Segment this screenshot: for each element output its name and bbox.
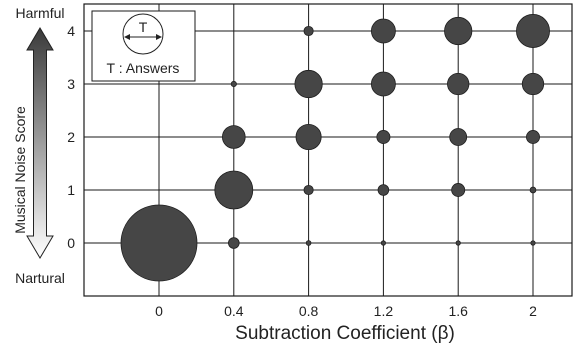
x-tick-labels: 0 0.4 0.8 1.2 1.6 2: [155, 303, 537, 319]
bubble-point: [370, 71, 396, 97]
legend-symbol-text: T: [139, 19, 148, 35]
bubble-point: [530, 240, 536, 246]
legend-arrowhead-right-icon: [156, 34, 162, 40]
bubble-point: [295, 124, 322, 151]
x-tick-label: 0.8: [299, 303, 319, 319]
bubble-point: [222, 125, 246, 149]
x-tick-label: 0.4: [224, 303, 244, 319]
y-scale-arrow-icon: [26, 27, 54, 259]
y-tick-label: 4: [67, 23, 75, 39]
bubble-point: [294, 69, 323, 99]
bubble-point: [380, 240, 386, 246]
bubble-point: [521, 72, 545, 96]
bubble-point: [120, 204, 198, 282]
y-tick-label: 2: [67, 129, 75, 145]
bubble-point: [516, 14, 550, 48]
bubble-point: [455, 240, 461, 246]
bubble-point: [529, 186, 537, 194]
bubble-point: [376, 130, 391, 144]
x-tick-label: 1.6: [448, 303, 468, 319]
bubble-point: [214, 170, 254, 210]
bubble-point: [370, 18, 396, 44]
bubble-point: [451, 183, 466, 197]
bubble-point: [447, 72, 470, 96]
legend-circle-icon: [122, 13, 164, 55]
legend-label: T : Answers: [107, 60, 180, 76]
bubble-series: [120, 14, 550, 282]
x-tick-label: 1.2: [374, 303, 394, 319]
y-bottom-label: Nartural: [15, 270, 65, 286]
bubble-point: [228, 237, 240, 249]
x-tick-label: 2: [529, 303, 537, 319]
bubble-point: [303, 184, 314, 196]
bubble-point: [305, 240, 312, 246]
bubble-point: [444, 16, 473, 46]
bubble-point: [377, 184, 390, 196]
bubble-point: [230, 80, 237, 88]
x-axis-title: Subtraction Coefficient (β): [235, 323, 455, 344]
x-tick-label: 0: [155, 303, 163, 319]
bubble-point: [526, 130, 540, 144]
y-tick-label: 0: [67, 235, 75, 251]
y-tick-label: 3: [67, 76, 75, 92]
legend: T T : Answers: [91, 10, 196, 82]
y-tick-label: 1: [67, 182, 75, 198]
y-axis-title: Musical Noise Score: [12, 106, 28, 234]
y-top-label: Harmful: [15, 5, 64, 21]
bubble-point: [303, 25, 314, 37]
y-tick-labels: 0 1 2 3 4: [67, 23, 75, 251]
bubble-point: [449, 128, 468, 146]
legend-arrowhead-left-icon: [124, 34, 130, 40]
